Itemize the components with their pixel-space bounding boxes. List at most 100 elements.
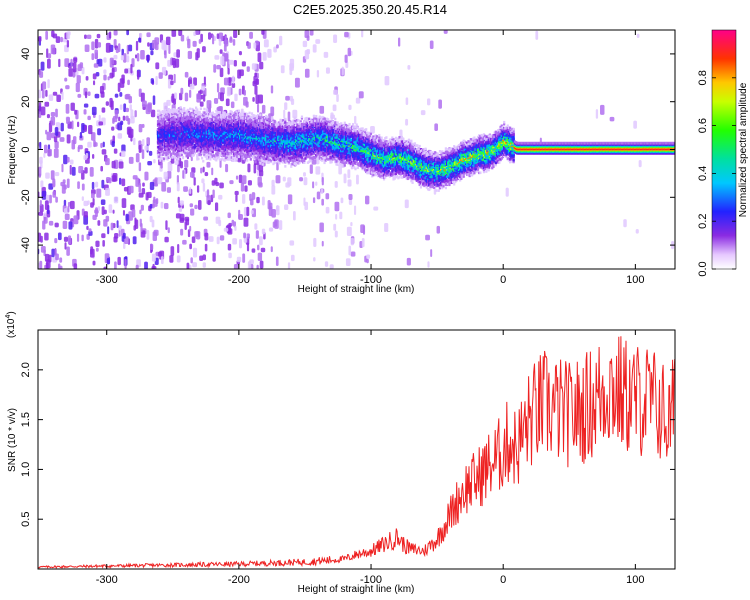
spectrogram-cell	[173, 118, 176, 121]
spectrogram-cell	[54, 249, 57, 256]
spectrogram-cell	[130, 109, 134, 120]
spectrogram-cell	[258, 170, 264, 177]
spectrogram-cell	[202, 134, 205, 138]
spectrogram-cell	[170, 108, 173, 112]
spectrogram-cell	[170, 133, 173, 136]
spectrogram-cell	[187, 154, 191, 157]
spectrogram-cell	[122, 115, 126, 121]
spectrogram-cell	[208, 132, 211, 135]
spectrogram-cell	[140, 92, 145, 103]
spectrogram-cell	[183, 109, 186, 113]
spectrogram-cell	[237, 109, 241, 113]
spectrogram-cell	[81, 183, 85, 191]
spectrogram-cell	[200, 115, 204, 119]
spectrogram-cell	[324, 261, 329, 267]
spectrogram-cell	[353, 205, 357, 215]
spectrogram-cell	[210, 136, 213, 140]
spectrogram-cell	[160, 144, 163, 147]
spectrogram-cell	[141, 123, 145, 128]
spectrogram-cell	[162, 140, 166, 143]
spectrogram-cell	[167, 147, 170, 151]
spectrogram-cell	[193, 137, 197, 141]
spectrogram-cell	[83, 109, 87, 115]
spectrogram-cell	[193, 121, 197, 125]
spectrogram-cell	[171, 138, 174, 141]
spectrogram-cell	[199, 101, 204, 107]
spectrogram-cell	[160, 114, 163, 117]
spectrogram-cell	[165, 143, 168, 146]
spectrogram-cell	[100, 165, 103, 172]
spectrogram-cell	[174, 156, 177, 160]
spectrogram-cell	[197, 127, 200, 131]
spectrogram-cell	[159, 126, 162, 130]
spectrogram-cell	[187, 113, 191, 116]
spectrogram-cell	[192, 262, 197, 268]
spectrogram-cell	[206, 111, 210, 115]
spectrogram-cell	[204, 150, 207, 154]
spectrogram-cell	[178, 144, 181, 148]
spectrogram-cell	[210, 131, 213, 135]
spectrogram-cell	[200, 129, 204, 133]
spectrogram-cell	[189, 130, 192, 133]
spectrogram-cell	[164, 50, 167, 59]
spectrogram-cell	[173, 131, 176, 134]
spectrogram-cell	[168, 124, 172, 127]
spectrogram-cell	[333, 89, 338, 95]
spectrogram-cell	[204, 131, 207, 134]
spectrogram-cell	[179, 148, 182, 151]
spectrogram-cell	[249, 31, 253, 39]
spectrogram-cell	[46, 113, 50, 119]
spectrogram-cell	[174, 122, 177, 126]
spectrogram-cell	[241, 108, 244, 112]
spectrogram-cell	[276, 161, 279, 171]
spectrogram-cell	[114, 261, 117, 269]
spectrogram-cell	[140, 230, 146, 238]
spectrogram-cell	[206, 143, 210, 147]
spectrogram-cell	[175, 115, 179, 119]
spectrogram-cell	[164, 119, 167, 123]
spectrogram-cell	[164, 123, 167, 127]
spectrogram-cell	[226, 86, 231, 97]
spectrogram-cell	[165, 110, 168, 114]
spectrogram-cell	[325, 193, 330, 200]
spectrogram-cell	[73, 263, 78, 269]
spectrogram-cell	[38, 166, 42, 177]
spectrogram-cell	[205, 110, 208, 114]
spectrogram-cell	[206, 122, 210, 126]
spectrogram-cell	[241, 175, 247, 185]
spectrogram-cell	[228, 59, 234, 65]
spectrogram-cell	[161, 156, 164, 160]
spectrogram-cell	[200, 156, 204, 160]
spectrogram-cell	[178, 110, 181, 114]
spectrogram-cell	[235, 194, 238, 203]
spectrogram-cell	[185, 110, 188, 113]
spectrogram-cell	[289, 240, 295, 246]
spectrogram-cell	[170, 128, 173, 132]
spectrogram-cell	[242, 253, 246, 263]
spectrogram-cell	[54, 222, 59, 228]
spectrogram-cell	[285, 95, 290, 101]
spectrogram-cell	[185, 152, 188, 155]
spectrogram-cell	[202, 113, 205, 117]
spectrogram-cell	[189, 225, 192, 232]
spectrogram-cell	[159, 144, 162, 148]
spectrogram-cell	[299, 177, 303, 182]
spectrogram-cell	[181, 155, 185, 159]
spectrogram-cell	[144, 171, 149, 181]
spectrogram-cell	[156, 142, 160, 146]
spectrogram-cell	[187, 133, 191, 137]
spectrogram-cell	[198, 137, 201, 140]
spectrogram-cell	[189, 139, 192, 143]
spectrogram-cell	[39, 71, 44, 78]
spectrogram-cell	[41, 190, 47, 200]
spectrogram-cell	[168, 150, 172, 154]
spectrogram-cell	[195, 135, 198, 139]
spectrogram-cell	[155, 198, 159, 205]
spectrogram-cell	[228, 77, 232, 86]
spectrogram-cell	[189, 107, 192, 111]
spectrogram-cell	[253, 163, 257, 174]
spectrogram-cell	[197, 110, 200, 114]
spectrogram-cell	[118, 230, 121, 237]
spectrogram-cell	[138, 182, 141, 193]
spectrogram-cell	[192, 151, 195, 155]
